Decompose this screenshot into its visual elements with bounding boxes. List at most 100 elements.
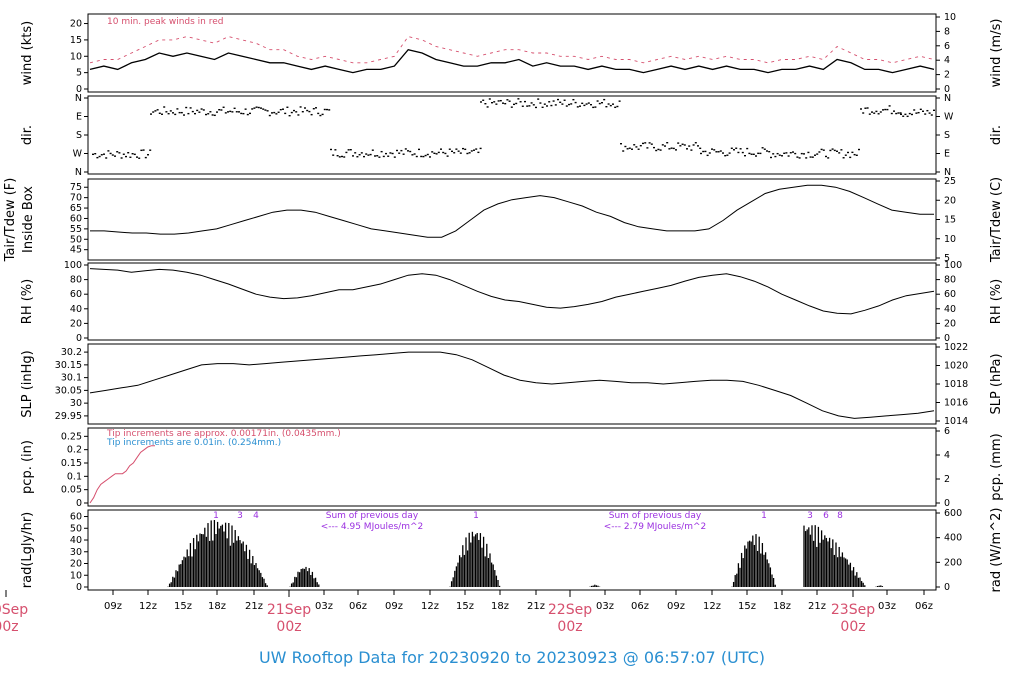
y-tick-label: 45: [70, 245, 82, 256]
y-right-tick-label: E: [944, 149, 950, 160]
y-tick-label: 55: [70, 224, 82, 235]
day-label-date: 22Sep: [548, 602, 592, 618]
panel-2: Tair/Tdew (F) Inside Box Tair/Tdew (C) 4550…: [3, 176, 1004, 264]
y-right-tick-label: 8: [944, 26, 950, 37]
sum-note-1: Sum of previous day: [326, 511, 419, 521]
y-tick-label: 0.2: [67, 445, 82, 456]
y-tick-label: 5: [76, 68, 82, 79]
y-right-tick-label: 2: [944, 474, 950, 485]
y-tick-label: 70: [70, 193, 82, 204]
panel-frame: [87, 178, 937, 261]
y-right-tick-label: 20: [944, 318, 956, 329]
series-line-0: [89, 268, 935, 315]
y-tick-label: 0: [76, 498, 82, 509]
tip-note-2: Tip increments are 0.01in. (0.254mm.): [106, 438, 281, 448]
x-tick-label: 06z: [349, 601, 367, 612]
y-tick-label: 50: [70, 234, 82, 245]
y-tick-label: 30: [70, 398, 82, 409]
series-line-0: [89, 351, 935, 419]
rad-mark: 1: [473, 511, 479, 521]
y-tick-label: 60: [70, 289, 82, 300]
x-tick-label: 21z: [808, 601, 826, 612]
rad-mark: 3: [237, 511, 243, 521]
y-tick-label: 0.05: [61, 485, 82, 496]
y-axis-label-right: wind (m/s): [989, 19, 1004, 88]
x-tick-label: 09z: [667, 601, 685, 612]
y-tick-label: 60: [70, 213, 82, 224]
y-right-tick-label: 25: [944, 176, 956, 187]
y-axis-label: dir.: [20, 125, 35, 145]
y-axis-label-right: Tair/Tdew (C): [989, 177, 1004, 263]
y-tick-label: 30.2: [61, 347, 82, 358]
series-line-0: [90, 184, 934, 238]
y-right-tick-label: 6: [944, 426, 950, 437]
day-label-time: 00z: [0, 619, 19, 635]
y-tick-label: 40: [70, 535, 82, 546]
y-right-tick-label: 0: [944, 333, 950, 344]
x-tick-label: 03z: [878, 601, 896, 612]
y-tick-label: 10: [70, 51, 82, 62]
rad-mark: 3: [807, 511, 813, 521]
y-tick-label: 50: [70, 523, 82, 534]
rad-mark: 4: [253, 511, 259, 521]
y-tick-label: 80: [70, 275, 82, 286]
x-tick-label: 21z: [527, 601, 545, 612]
series-line-0: [89, 445, 155, 504]
y-tick-label: 10: [70, 570, 82, 581]
y-right-tick-label: 200: [944, 557, 962, 568]
page-title: UW Rooftop Data for 20230920 to 20230923…: [258, 648, 766, 667]
y-axis-label-right: RH (%): [989, 279, 1004, 324]
y-tick-label: 30: [70, 547, 82, 558]
tip-note-1: Tip increments are approx. 0.00171in. (0…: [106, 429, 341, 439]
x-tick-label: 15z: [738, 601, 756, 612]
y-tick-label: 0.25: [61, 431, 82, 442]
x-tick-label: 09z: [104, 601, 122, 612]
y-right-tick-label: 1014: [944, 416, 968, 427]
x-tick-label: 03z: [596, 601, 614, 612]
y-tick-label: 29.95: [55, 411, 82, 422]
day-label-date: 23Sep: [831, 602, 875, 618]
y-tick-label: 30.15: [55, 360, 82, 371]
y-axis-label-2: Inside Box: [21, 186, 36, 253]
y-right-tick-label: 5: [944, 253, 950, 264]
day-label-date: 20Sep: [0, 602, 28, 618]
panel-frame: [87, 343, 937, 425]
y-right-tick-label: 1018: [944, 379, 968, 390]
sum-value-2: <--- 2.79 MJoules/m^2: [604, 522, 706, 532]
y-tick-label: 15: [70, 35, 82, 46]
y-tick-label: 30.05: [55, 385, 82, 396]
y-right-tick-label: 6: [944, 41, 950, 52]
panel-6: rad(Lgly/hr) rad (W/m^2)01020304050600200…: [20, 508, 1004, 593]
rad-mark: 6: [823, 511, 829, 521]
y-right-tick-label: 15: [944, 215, 956, 226]
series-line-0: [89, 48, 935, 74]
x-tick-label: 12z: [703, 601, 721, 612]
y-right-tick-label: 4: [944, 450, 950, 461]
y-axis-label-right: SLP (hPa): [989, 353, 1004, 414]
y-right-tick-label: 1020: [944, 361, 968, 372]
panel-frame: [87, 13, 937, 93]
x-tick-label: 12z: [139, 601, 157, 612]
y-tick-label: N: [75, 93, 82, 104]
peak-wind-note: 10 min. peak winds in red: [107, 17, 224, 27]
y-right-tick-label: 0: [944, 84, 950, 95]
y-axis-label-right: pcp. (mm): [989, 433, 1004, 500]
panel-frame: [87, 509, 937, 591]
day-label-time: 00z: [276, 619, 301, 635]
y-tick-label: 100: [64, 260, 82, 271]
sum-value-1: <--- 4.95 MJoules/m^2: [321, 522, 423, 532]
y-right-tick-label: 1022: [944, 342, 968, 353]
y-right-tick-label: 4: [944, 55, 950, 66]
y-tick-label: 65: [70, 203, 82, 214]
y-right-tick-label: 60: [944, 289, 956, 300]
rad-mark: 1: [213, 511, 219, 521]
x-tick-label: 15z: [456, 601, 474, 612]
y-tick-label: 75: [70, 182, 82, 193]
y-axis-label-right: rad (W/m^2): [989, 508, 1004, 593]
y-tick-label: S: [76, 130, 82, 141]
y-tick-label: 20: [70, 19, 82, 30]
y-tick-label: 0.15: [61, 458, 82, 469]
x-tick-label: 18z: [491, 601, 509, 612]
